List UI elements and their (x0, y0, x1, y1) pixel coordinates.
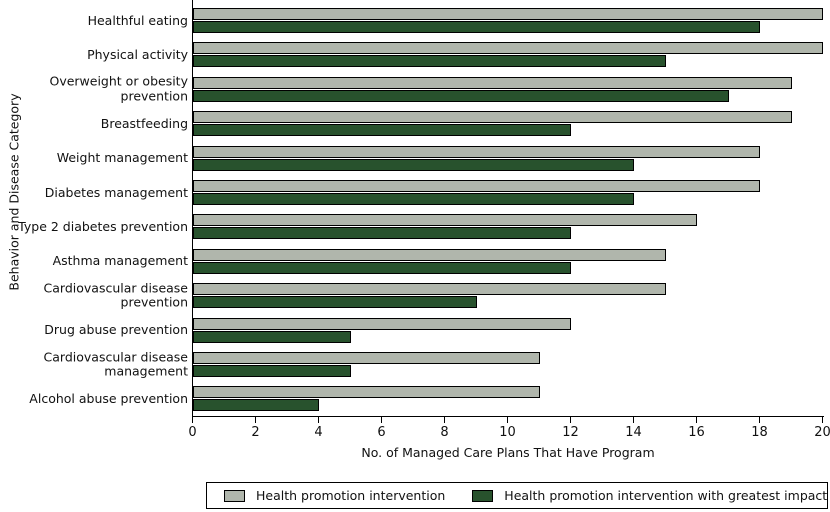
bar-intervention (193, 352, 540, 364)
x-tick-mark (759, 417, 760, 423)
x-tick-mark (381, 417, 382, 423)
x-tick-label: 4 (314, 425, 323, 440)
bar-intervention (193, 214, 697, 227)
bar-intervention (193, 317, 571, 330)
bar-greatest-impact (193, 330, 351, 343)
bar-greatest-impact (193, 124, 571, 137)
category-label: Drug abuse prevention (44, 321, 188, 337)
bar-greatest-impact (193, 193, 634, 205)
bar-greatest-impact (193, 296, 477, 309)
x-tick-label: 18 (751, 425, 768, 440)
bar-intervention (193, 76, 792, 89)
x-tick-label: 12 (562, 425, 579, 440)
x-tick-mark (696, 417, 697, 423)
bar-intervention (193, 180, 760, 192)
bar-greatest-impact (193, 21, 760, 33)
bar-intervention (193, 111, 792, 124)
legend-swatch-greatest-impact (472, 489, 494, 502)
bar-greatest-impact (193, 89, 729, 102)
category-label: Asthma management (52, 253, 188, 269)
bar-intervention (193, 8, 823, 20)
x-tick-label: 6 (377, 425, 386, 440)
x-tick-label: 2 (251, 425, 260, 440)
bar-greatest-impact (193, 55, 666, 68)
x-tick-mark (318, 417, 319, 423)
x-tick-mark (255, 417, 256, 423)
x-tick-label: 16 (688, 425, 705, 440)
bar-greatest-impact (193, 365, 351, 377)
bar-greatest-impact (193, 399, 319, 412)
bar-intervention (193, 386, 540, 399)
legend-label-health-promotion-intervention: Health promotion intervention (256, 488, 446, 503)
category-label: Alcohol abuse prevention (29, 390, 188, 406)
x-tick-label: 0 (188, 425, 197, 440)
category-label: Diabetes management (44, 184, 188, 200)
category-label: Cardiovascular disease management (43, 349, 188, 379)
category-label: Healthful eating (87, 12, 188, 28)
x-tick-mark (507, 417, 508, 423)
bar-intervention (193, 283, 666, 296)
x-tick-label: 20 (814, 425, 830, 440)
x-tick-mark (822, 417, 823, 423)
x-axis-title: No. of Managed Care Plans That Have Prog… (361, 445, 655, 460)
category-label: Overweight or obesity prevention (49, 73, 188, 104)
bar-greatest-impact (193, 227, 571, 240)
bar-greatest-impact (193, 261, 571, 274)
category-label: Physical activity (87, 46, 188, 62)
bar-intervention (193, 145, 760, 158)
bar-intervention (193, 248, 666, 261)
x-tick-label: 14 (625, 425, 642, 440)
bar-intervention (193, 42, 823, 55)
bar-greatest-impact (193, 158, 634, 171)
category-label: Weight management (56, 149, 188, 165)
category-label: Breastfeeding (100, 115, 188, 131)
x-tick-label: 10 (499, 425, 516, 440)
x-tick-mark (633, 417, 634, 423)
category-label: Cardiovascular disease prevention (43, 280, 188, 310)
x-tick-label: 8 (440, 425, 449, 440)
x-tick-mark (192, 417, 193, 423)
legend: Health promotion intervention Health pro… (206, 482, 828, 509)
legend-swatch-health-promotion-intervention (224, 489, 245, 502)
x-tick-mark (570, 417, 571, 423)
legend-label-greatest-impact: Health promotion intervention with great… (504, 488, 828, 503)
category-label: Type 2 diabetes prevention (18, 218, 188, 234)
x-tick-mark (444, 417, 445, 423)
plot-area (192, 0, 824, 417)
